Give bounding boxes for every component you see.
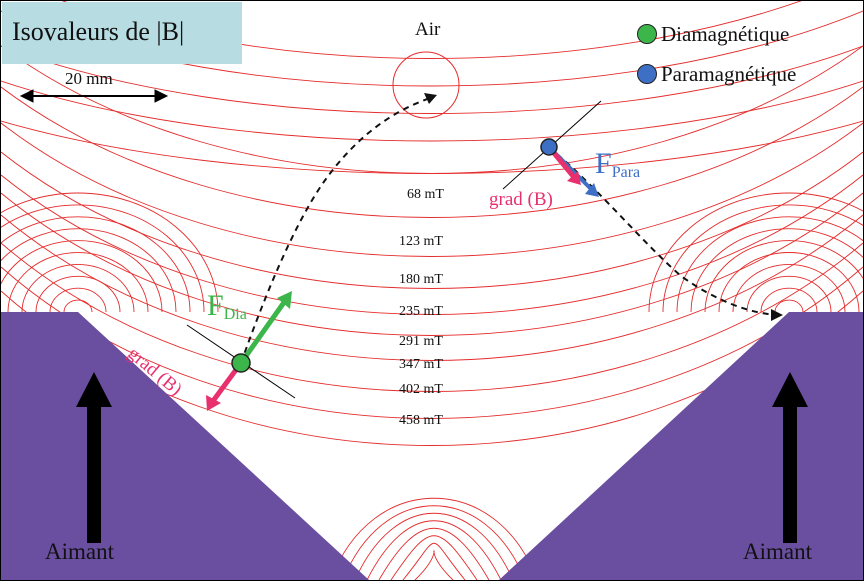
iso-field-line bbox=[1, 214, 863, 361]
iso-field-line bbox=[1, 240, 163, 313]
iso-field-line bbox=[1, 228, 177, 313]
dia-force-arrowhead bbox=[277, 291, 292, 309]
iso-field-line bbox=[21, 264, 135, 313]
scale-bar bbox=[19, 89, 169, 103]
iso-field-line bbox=[746, 275, 832, 313]
isovalue-label: 291 mT bbox=[399, 334, 443, 349]
iso-field-line bbox=[1, 80, 863, 142]
iso-field-line bbox=[7, 252, 149, 313]
iso-field-line bbox=[676, 216, 863, 313]
isovalue-label: 402 mT bbox=[399, 382, 443, 397]
iso-field-line bbox=[63, 299, 93, 313]
dia-trajectory-arrowhead bbox=[424, 93, 437, 104]
legend-item-paramagnetic: Paramagnétique bbox=[637, 61, 796, 87]
iso-field-line bbox=[1, 204, 205, 313]
iso-field-line bbox=[1, 266, 863, 419]
iso-field-line bbox=[648, 192, 863, 313]
para-trajectory-arrowhead bbox=[771, 309, 783, 321]
iso-field-line bbox=[366, 520, 502, 580]
right-magnet-arrow bbox=[772, 372, 808, 543]
para-force-label: FPara bbox=[595, 147, 641, 181]
diamagnetic-particle bbox=[231, 353, 251, 373]
legend-label-paramagnetic: Paramagnétique bbox=[661, 61, 797, 86]
legend-item-diamagnetic: Diamagnétique bbox=[637, 21, 789, 47]
iso-field-line bbox=[330, 498, 538, 580]
right-magnet-label: Aimant bbox=[743, 539, 812, 564]
isovalue-label: 347 mT bbox=[399, 357, 443, 372]
left-magnet-arrow bbox=[76, 372, 112, 543]
para-trajectory bbox=[548, 146, 778, 316]
air-circle-contour bbox=[392, 51, 460, 119]
iso-field-line bbox=[1, 122, 863, 257]
blue-dot-icon bbox=[637, 64, 657, 84]
iso-field-line bbox=[1, 174, 863, 315]
iso-field-line bbox=[1, 216, 191, 313]
legend-label-diamagnetic: Diamagnétique bbox=[661, 21, 790, 46]
paramagnetic-particle bbox=[540, 138, 558, 156]
isovalue-label: 123 mT bbox=[399, 234, 443, 249]
iso-field-line bbox=[1, 45, 863, 114]
dia-force-label: FDia bbox=[207, 289, 247, 323]
iso-field-line bbox=[414, 550, 454, 580]
para-gradient-arrowhead bbox=[567, 171, 581, 185]
iso-field-line bbox=[1, 192, 219, 313]
iso-field-line bbox=[1, 120, 863, 174]
iso-field-line bbox=[732, 264, 846, 313]
iso-field-line bbox=[760, 287, 818, 313]
iso-field-line bbox=[35, 275, 121, 313]
iso-field-line bbox=[378, 527, 490, 580]
iso-field-line bbox=[1, 151, 863, 289]
dia-force-arrow bbox=[238, 299, 288, 365]
iso-field-line bbox=[1, 192, 863, 336]
iso-field-line bbox=[354, 513, 514, 580]
para-gradient-label: grad (B) bbox=[489, 189, 553, 210]
diagram-title: Isovaleurs de |B| bbox=[12, 17, 185, 46]
isovalue-label: 235 mT bbox=[399, 304, 443, 319]
iso-field-line bbox=[690, 228, 863, 313]
isovalue-label: 458 mT bbox=[399, 413, 443, 428]
dia-gradient-arrowhead bbox=[206, 395, 221, 411]
iso-field-line bbox=[1, 86, 863, 218]
iso-field-line bbox=[390, 535, 478, 580]
title-box: Isovaleurs de |B| bbox=[2, 2, 242, 64]
iso-field-line bbox=[774, 299, 804, 313]
iso-field-line bbox=[342, 505, 526, 580]
left-magnet-label: Aimant bbox=[45, 539, 114, 564]
air-label: Air bbox=[415, 19, 441, 40]
iso-field-line bbox=[402, 543, 466, 580]
green-dot-icon bbox=[637, 24, 657, 44]
para-force-arrowhead bbox=[585, 183, 599, 197]
iso-field-line bbox=[49, 287, 107, 313]
isovalue-label: 68 mT bbox=[407, 187, 444, 202]
iso-field-line bbox=[704, 240, 863, 313]
dia-trajectory bbox=[240, 96, 434, 364]
scale-bar-label: 20 mm bbox=[65, 69, 113, 88]
iso-field-line bbox=[1, 242, 863, 392]
isovalue-label: 180 mT bbox=[399, 272, 443, 287]
iso-field-line bbox=[718, 252, 860, 313]
iso-field-line bbox=[662, 204, 863, 313]
right-magnet bbox=[499, 312, 863, 580]
